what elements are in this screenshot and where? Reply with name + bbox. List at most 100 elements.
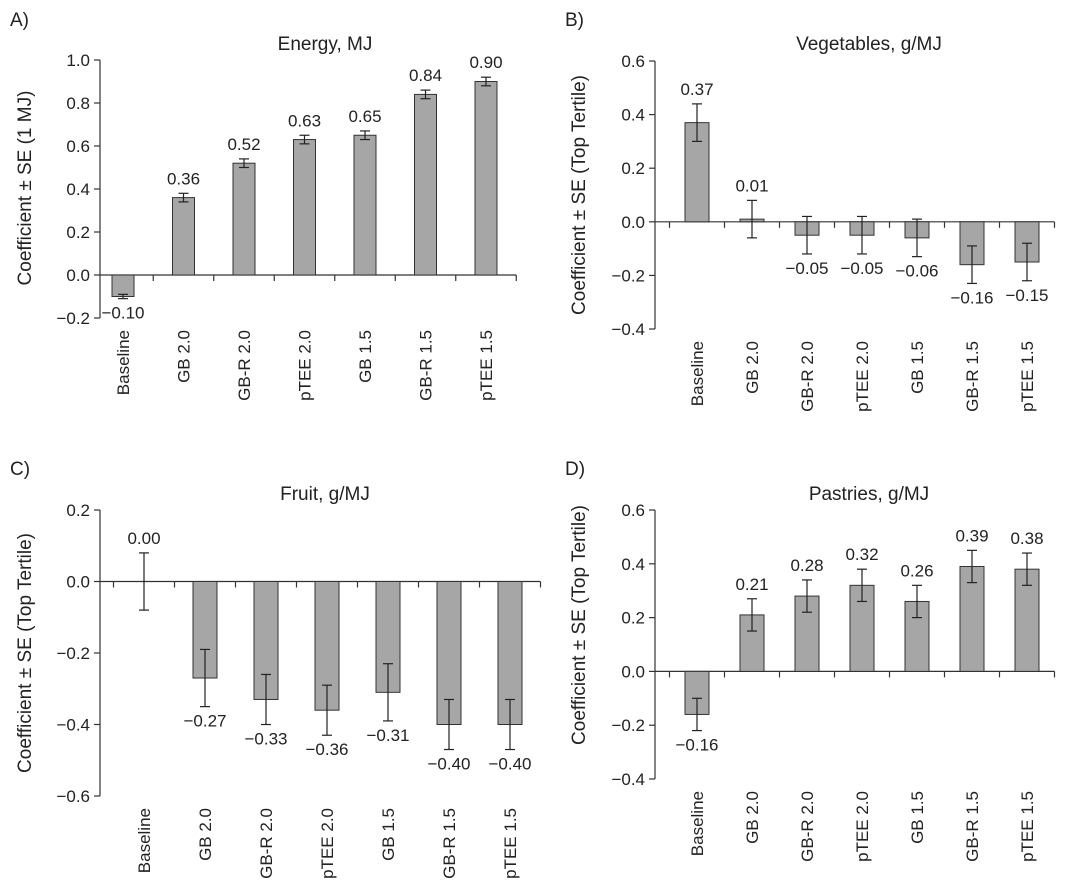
data-label: 0.21 bbox=[735, 575, 768, 594]
bar bbox=[959, 565, 985, 672]
x-tick-label: GB-R 1.5 bbox=[440, 808, 459, 879]
data-label: 0.28 bbox=[790, 556, 823, 575]
y-tick-label: 0.4 bbox=[621, 106, 645, 125]
panel-d: D) Pastries, g/MJ Coefficient ± SE (Top … bbox=[565, 459, 1056, 862]
data-label: −0.10 bbox=[101, 304, 144, 323]
data-label: 0.01 bbox=[735, 176, 768, 195]
y-tick-label: −0.4 bbox=[611, 770, 645, 789]
x-tick-label: GB 1.5 bbox=[908, 791, 927, 844]
bar bbox=[111, 274, 135, 297]
x-tick-label: pTEE 1.5 bbox=[501, 808, 520, 879]
y-tick-label: −0.2 bbox=[611, 716, 645, 735]
y-tick-label: 0.0 bbox=[621, 213, 645, 232]
data-label: −0.40 bbox=[488, 755, 531, 774]
data-label: −0.16 bbox=[950, 288, 993, 307]
chart-title: Energy, MJ bbox=[278, 34, 373, 55]
data-label: −0.05 bbox=[840, 259, 883, 278]
panel-c: C) Fruit, g/MJ Coefficient ± SE (Top Ter… bbox=[10, 459, 542, 879]
y-tick-label: −0.2 bbox=[56, 309, 90, 328]
y-tick-label: 0.6 bbox=[66, 137, 90, 156]
x-tick-label: GB 2.0 bbox=[743, 341, 762, 394]
bar bbox=[232, 162, 256, 276]
x-tick-label: pTEE 1.5 bbox=[1018, 341, 1037, 412]
data-label: −0.05 bbox=[785, 259, 828, 278]
x-tick-label: GB-R 1.5 bbox=[963, 791, 982, 862]
x-tick-label: Baseline bbox=[114, 330, 133, 395]
y-tick-label: −0.2 bbox=[56, 644, 90, 663]
y-tick-label: 0.8 bbox=[66, 94, 90, 113]
panel-label: B) bbox=[565, 10, 584, 31]
panel-a: A) Energy, MJ Coefficient ± SE (1 MJ) −0… bbox=[10, 10, 517, 401]
y-tick-label: 0.0 bbox=[66, 266, 90, 285]
chart-title: Fruit, g/MJ bbox=[280, 484, 370, 505]
data-label: 0.26 bbox=[900, 561, 933, 580]
x-tick-label: pTEE 1.5 bbox=[1018, 791, 1037, 862]
x-tick-label: Baseline bbox=[688, 791, 707, 856]
y-tick-label: −0.4 bbox=[56, 716, 90, 735]
data-label: 0.00 bbox=[127, 529, 160, 548]
x-tick-label: pTEE 2.0 bbox=[853, 341, 872, 412]
data-label: 0.36 bbox=[167, 169, 200, 188]
y-tick-label: −0.6 bbox=[56, 787, 90, 806]
bar bbox=[293, 139, 316, 276]
x-tick-label: GB 2.0 bbox=[743, 791, 762, 844]
data-label: 0.65 bbox=[348, 107, 381, 126]
data-label: 0.52 bbox=[227, 135, 260, 154]
x-tick-label: GB 2.0 bbox=[175, 330, 194, 383]
panel-b: B) Vegetables, g/MJ Coefficient ± SE (To… bbox=[565, 10, 1056, 412]
y-axis-label: Coefficient ± SE (Top Tertile) bbox=[569, 505, 590, 745]
x-tick-label: GB-R 2.0 bbox=[257, 808, 276, 879]
y-tick-label: 0.0 bbox=[66, 573, 90, 592]
data-label: 0.37 bbox=[680, 80, 713, 99]
panel-label: A) bbox=[10, 10, 29, 31]
x-tick-label: pTEE 2.0 bbox=[318, 808, 337, 879]
x-tick-label: GB 2.0 bbox=[196, 808, 215, 861]
data-label: 0.32 bbox=[845, 545, 878, 564]
data-label: −0.33 bbox=[244, 730, 287, 749]
x-tick-label: GB-R 2.0 bbox=[798, 791, 817, 862]
y-axis-label: Coefficient ± SE (1 MJ) bbox=[15, 91, 36, 286]
panel-label: C) bbox=[10, 459, 30, 480]
y-tick-label: 0.6 bbox=[621, 52, 645, 71]
y-tick-label: 0.2 bbox=[66, 223, 90, 242]
x-tick-label: GB 1.5 bbox=[908, 341, 927, 394]
y-tick-label: 0.4 bbox=[66, 180, 90, 199]
y-axis-label: Coefficient ± SE (Top Tertile) bbox=[15, 533, 36, 773]
data-label: 0.84 bbox=[409, 66, 442, 85]
data-label: 0.90 bbox=[469, 53, 502, 72]
data-label: −0.16 bbox=[675, 736, 718, 755]
bar bbox=[172, 197, 195, 276]
chart-title: Pastries, g/MJ bbox=[809, 484, 929, 505]
data-label: −0.15 bbox=[1005, 286, 1048, 305]
data-label: 0.38 bbox=[1010, 529, 1043, 548]
y-tick-label: 0.2 bbox=[621, 609, 645, 628]
bar bbox=[353, 134, 377, 276]
data-label: −0.27 bbox=[183, 712, 226, 731]
x-tick-label: pTEE 2.0 bbox=[853, 791, 872, 862]
data-label: −0.40 bbox=[427, 755, 470, 774]
x-tick-label: GB-R 2.0 bbox=[235, 330, 254, 401]
data-label: 0.63 bbox=[288, 111, 321, 130]
y-tick-label: −0.2 bbox=[611, 266, 645, 285]
y-axis-label: Coefficient ± SE (Top Tertile) bbox=[569, 75, 590, 315]
y-tick-label: 0.0 bbox=[621, 662, 645, 681]
panel-label: D) bbox=[565, 459, 585, 480]
y-tick-label: 0.6 bbox=[621, 501, 645, 520]
x-tick-label: Baseline bbox=[688, 341, 707, 406]
data-label: −0.36 bbox=[305, 740, 348, 759]
x-tick-label: pTEE 2.0 bbox=[296, 330, 315, 401]
chart-title: Vegetables, g/MJ bbox=[796, 34, 942, 55]
y-tick-label: −0.4 bbox=[611, 320, 645, 339]
x-tick-label: GB 1.5 bbox=[356, 330, 375, 383]
x-tick-label: GB 1.5 bbox=[379, 808, 398, 861]
bar bbox=[474, 81, 498, 276]
x-tick-label: GB-R 2.0 bbox=[798, 341, 817, 412]
x-tick-label: pTEE 1.5 bbox=[477, 330, 496, 401]
x-tick-label: Baseline bbox=[135, 808, 154, 873]
y-tick-label: 0.4 bbox=[621, 555, 645, 574]
y-tick-label: 1.0 bbox=[66, 51, 90, 70]
data-label: −0.06 bbox=[895, 262, 938, 281]
x-tick-label: GB-R 1.5 bbox=[417, 330, 436, 401]
y-tick-label: 0.2 bbox=[621, 159, 645, 178]
